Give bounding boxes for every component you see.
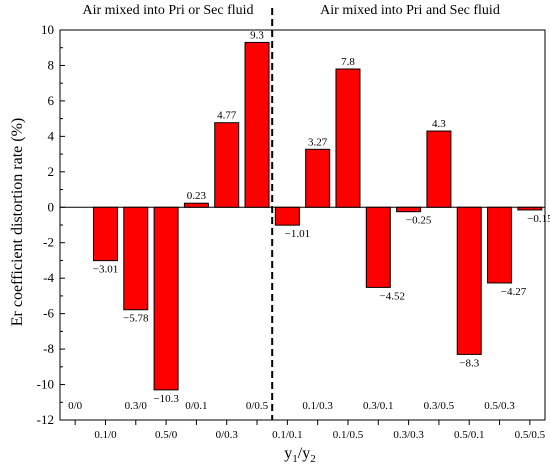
bar-series [92, 41, 543, 391]
x-category-label: 0/0.3 [216, 429, 239, 441]
bar [92, 206, 118, 262]
x-category-label: 0.5/0.1 [454, 429, 485, 441]
bar [183, 202, 209, 208]
x-category-label: 0/0.5 [246, 400, 269, 412]
data-label: −3.01 [93, 264, 118, 276]
y-axis-title: Er coefficient distortion rate (%) [9, 118, 26, 327]
data-label: −0.15 [527, 213, 550, 225]
bar [305, 148, 331, 208]
y-tick-label: 10 [41, 22, 54, 37]
bar [396, 206, 422, 213]
data-label: −0.25 [406, 215, 432, 227]
bar [153, 206, 179, 391]
x-category-label: 0.3/0.3 [393, 429, 424, 441]
x-category-label: 0/0 [68, 400, 83, 412]
y-tick-label: 8 [48, 57, 55, 72]
data-label: 0.23 [187, 190, 207, 202]
x-category-label: 0.3/0.5 [424, 400, 455, 412]
bar [274, 206, 300, 226]
data-label: −4.52 [380, 290, 405, 302]
data-label: 4.3 [432, 118, 446, 130]
x-axis-title-y: y [284, 445, 292, 462]
x-category-label: 0.3/0.1 [363, 400, 394, 412]
data-label: 3.27 [308, 136, 328, 148]
data-label: −4.27 [501, 286, 527, 298]
bar [123, 206, 149, 311]
y-tick-label: 4 [48, 128, 55, 143]
x-axis-title-sub1: 1 [292, 453, 298, 465]
x-category-label: 0.3/0 [125, 400, 148, 412]
y-tick-label: 0 [48, 199, 55, 214]
y-tick-label: -6 [43, 306, 54, 321]
y-tick-label: -2 [43, 235, 54, 250]
x-category-label: 0.5/0 [155, 429, 178, 441]
x-category-label: 0/0.1 [185, 400, 207, 412]
bar [214, 122, 240, 208]
data-label: −5.78 [123, 313, 149, 325]
x-category-label: 0.5/0.3 [484, 400, 515, 412]
data-label: −1.01 [285, 228, 310, 240]
x-category-label: 0.1/0 [94, 429, 117, 441]
y-tick-label: -12 [37, 412, 54, 427]
y-tick-label: -10 [37, 377, 54, 392]
bar [365, 206, 391, 288]
bar [487, 206, 513, 284]
x-axis-title-slash: /y [298, 445, 310, 462]
data-label: 7.8 [341, 56, 355, 68]
x-category-label: 0.1/0.1 [272, 429, 303, 441]
data-label: 9.3 [250, 29, 264, 41]
group-label-left: Air mixed into Pri or Sec fluid [82, 3, 253, 18]
x-category-label: 0.5/0.5 [515, 429, 546, 441]
x-axis-title-sub2: 2 [310, 453, 316, 465]
bar [335, 68, 361, 208]
y-tick-label: 6 [48, 93, 55, 108]
x-category-label: 0.1/0.3 [302, 400, 333, 412]
data-label: 4.77 [217, 110, 237, 122]
y-tick-label: -8 [43, 341, 54, 356]
bar [244, 41, 270, 208]
y-tick-label: -4 [43, 270, 54, 285]
y-axis-ticks: 10 8 6 4 2 0 -2 -4 -6 -8 -10 -12 [37, 22, 65, 427]
group-label-right: Air mixed into Pri and Sec fluid [320, 3, 500, 18]
bar [456, 206, 482, 355]
bar [517, 206, 543, 211]
x-category-label: 0.1/0.5 [333, 429, 364, 441]
data-labels: −3.01 −5.78 −10.3 0.23 4.77 9.3 −1.01 3.27 7.8 −4… [93, 29, 550, 404]
x-axis-category-labels: 0/0 0.1/0 0.3/0 0.5/0 0/0.1 0/0.3 0/0.5 0.1/0.1… [68, 400, 545, 441]
bar [426, 130, 452, 208]
y-tick-label: 2 [48, 164, 55, 179]
data-label: −10.3 [153, 393, 179, 405]
x-axis-title: y1/y2 [284, 445, 315, 465]
data-label: −8.3 [459, 357, 479, 369]
